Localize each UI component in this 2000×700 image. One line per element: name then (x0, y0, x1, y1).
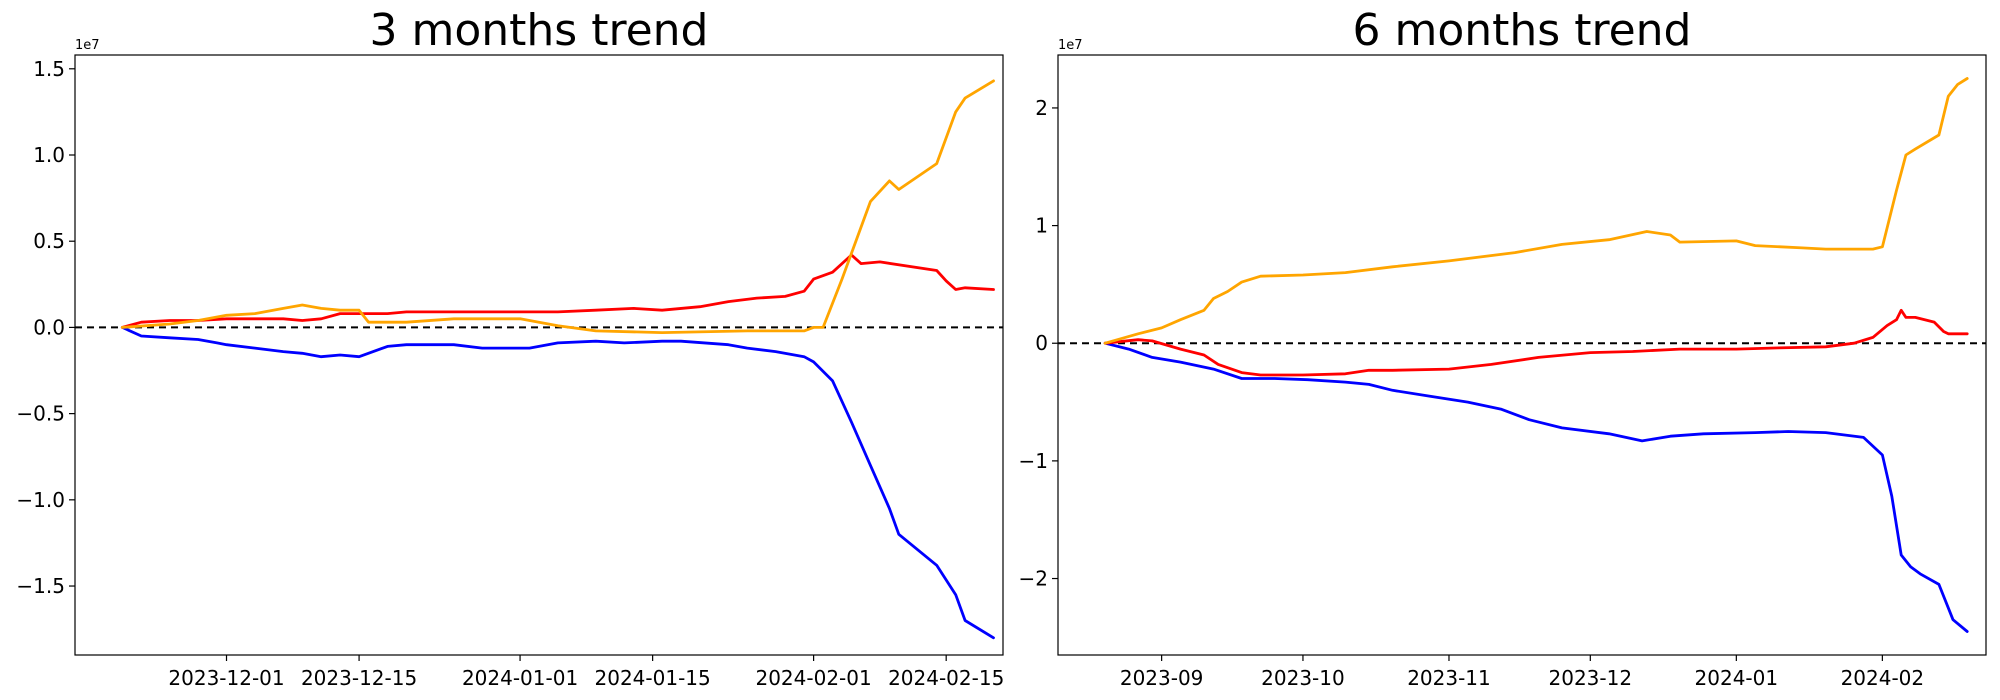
y-tick-label: 1 (1035, 214, 1048, 238)
y-tick-label: 2 (1035, 96, 1048, 120)
series-line-1 (1103, 308, 1969, 377)
series-line-1 (120, 253, 995, 329)
x-tick-label: 2023-09 (1120, 666, 1204, 690)
chart-6-months: 6 months trend −2 −1 0 1 2 2023-09 2023-10 2023-… (1019, 5, 1987, 690)
y-tick-label: −2 (1019, 567, 1048, 591)
y-tick-label: −1.0 (16, 488, 65, 512)
x-tick-label: 2023-11 (1407, 666, 1491, 690)
y-tick-label: 0 (1035, 331, 1048, 355)
x-tick-label: 2023-12-15 (301, 666, 417, 690)
y-tick-label: 1.5 (33, 57, 65, 81)
series-line-0 (120, 325, 995, 640)
x-tick-label: 2023-12-01 (168, 666, 284, 690)
x-tick-label: 2024-02-01 (755, 666, 871, 690)
y-tick-label: −0.5 (16, 402, 65, 426)
y-tick-label: 1.0 (33, 143, 65, 167)
y-tick-label: −1 (1019, 449, 1048, 473)
plot-frame (74, 54, 1004, 656)
y-tick-label: −1.5 (16, 574, 65, 598)
chart-3-months: 3 months trend −1.5 −1.0 −0.5 0.0 0.5 1.0 1.5 20… (16, 5, 1004, 690)
x-tick-label: 2024-02-15 (888, 666, 1004, 690)
chart-title: 6 months trend (1353, 5, 1692, 56)
series-line-2 (120, 79, 995, 335)
y-offset-label: 1e7 (75, 38, 100, 53)
y-tick-label: 0.5 (33, 229, 65, 253)
x-tick-label: 2024-01-15 (595, 666, 711, 690)
chart-title: 3 months trend (370, 5, 709, 56)
y-tick-label: 0.0 (33, 315, 65, 339)
x-tick-label: 2024-01 (1695, 666, 1779, 690)
x-tick-label: 2023-10 (1261, 666, 1345, 690)
plot-frame (1057, 54, 1987, 656)
series-line-2 (1103, 77, 1969, 345)
y-offset-label: 1e7 (1058, 38, 1083, 53)
series-line-0 (1103, 341, 1969, 633)
x-tick-label: 2024-02 (1841, 666, 1925, 690)
x-tick-label: 2024-01-01 (462, 666, 578, 690)
x-tick-label: 2023-12 (1549, 666, 1633, 690)
